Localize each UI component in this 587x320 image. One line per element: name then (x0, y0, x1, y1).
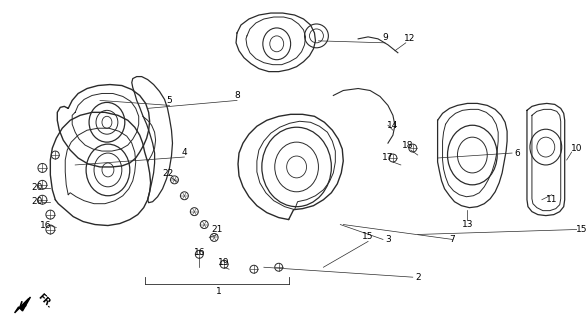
Text: 20: 20 (32, 197, 43, 206)
Text: 19: 19 (218, 258, 230, 267)
Text: 8: 8 (234, 91, 240, 100)
Text: 16: 16 (40, 221, 51, 230)
Text: 4: 4 (181, 148, 187, 156)
Text: 22: 22 (162, 169, 173, 179)
Text: 14: 14 (387, 121, 399, 130)
Text: 6: 6 (514, 148, 520, 157)
Text: 12: 12 (404, 34, 416, 43)
Text: 21: 21 (211, 225, 223, 234)
Text: 2: 2 (415, 273, 420, 282)
Polygon shape (15, 297, 31, 313)
Text: 13: 13 (461, 220, 473, 229)
Text: 18: 18 (402, 140, 414, 150)
Text: 15: 15 (576, 225, 587, 234)
Text: 9: 9 (382, 33, 388, 42)
Text: 16: 16 (194, 248, 205, 257)
Text: 10: 10 (571, 144, 582, 153)
Text: 15: 15 (362, 232, 374, 241)
Text: 11: 11 (546, 195, 558, 204)
Text: 7: 7 (450, 235, 456, 244)
Text: 3: 3 (385, 235, 391, 244)
Text: FR.: FR. (35, 292, 53, 310)
Text: 1: 1 (216, 287, 222, 296)
Text: 20: 20 (32, 183, 43, 192)
Text: 5: 5 (167, 96, 173, 105)
Text: 17: 17 (382, 153, 394, 162)
